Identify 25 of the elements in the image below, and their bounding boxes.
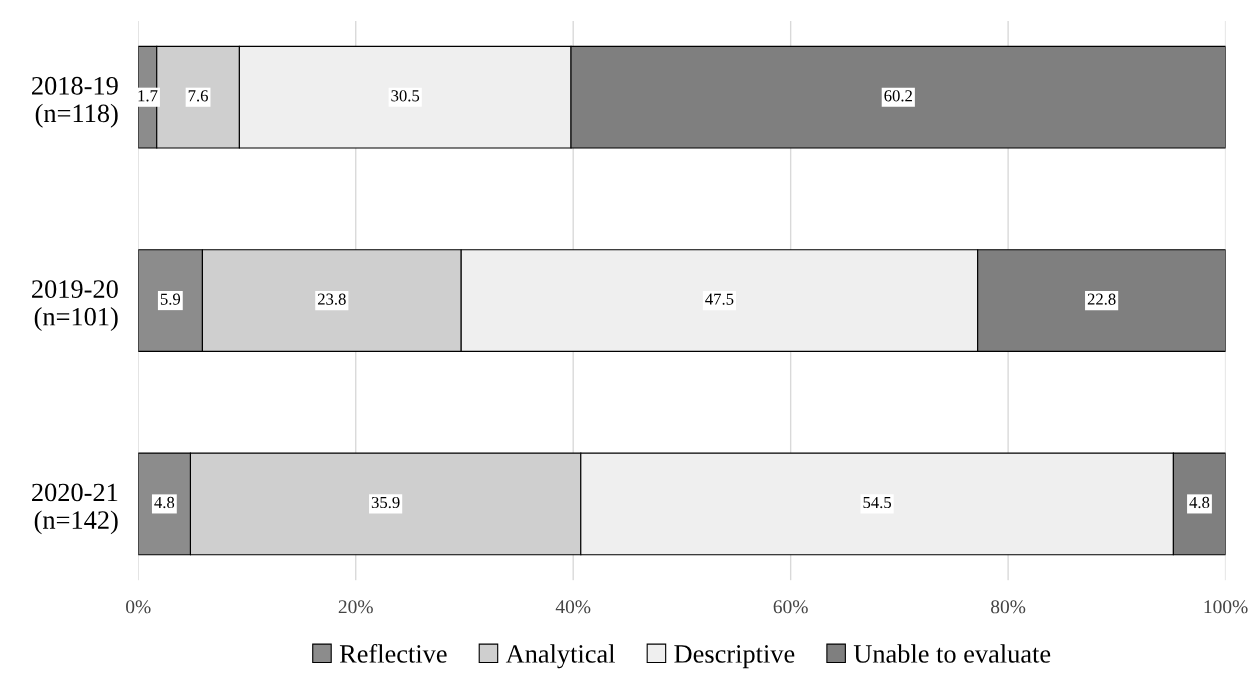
data-label: 4.8 — [154, 496, 175, 509]
y-tick-label: 2020-21 (n=142) — [32, 483, 118, 535]
data-label: 23.8 — [317, 293, 346, 305]
y-tick-label: 2018-19 (n=118) — [32, 76, 118, 128]
legend-label: Unable to evaluate — [853, 644, 1051, 663]
legend-label: Descriptive — [674, 645, 795, 669]
x-tick-label: 80% — [991, 600, 1026, 614]
data-label: 47.5 — [705, 293, 734, 305]
data-label: 30.5 — [391, 90, 420, 102]
x-tick-label: 20% — [338, 600, 373, 614]
legend-label: Reflective — [339, 643, 447, 663]
data-label: 60.2 — [884, 90, 912, 102]
data-label: 1.7 — [138, 90, 158, 102]
x-tick-label: 100% — [1204, 600, 1248, 614]
data-label: 5.9 — [160, 293, 181, 305]
data-label: 35.9 — [371, 496, 400, 509]
y-tick-label: 2019-20 (n=101) — [32, 280, 118, 331]
data-label: 54.5 — [863, 496, 892, 509]
x-tick-label: 0% — [126, 600, 151, 614]
data-label: 22.8 — [1087, 293, 1116, 305]
data-label: 7.6 — [188, 90, 208, 102]
data-label: 4.8 — [1189, 496, 1210, 509]
x-tick-label: 60% — [773, 600, 808, 614]
x-tick-label: 40% — [555, 600, 591, 614]
legend-label: Analytical — [505, 644, 615, 669]
